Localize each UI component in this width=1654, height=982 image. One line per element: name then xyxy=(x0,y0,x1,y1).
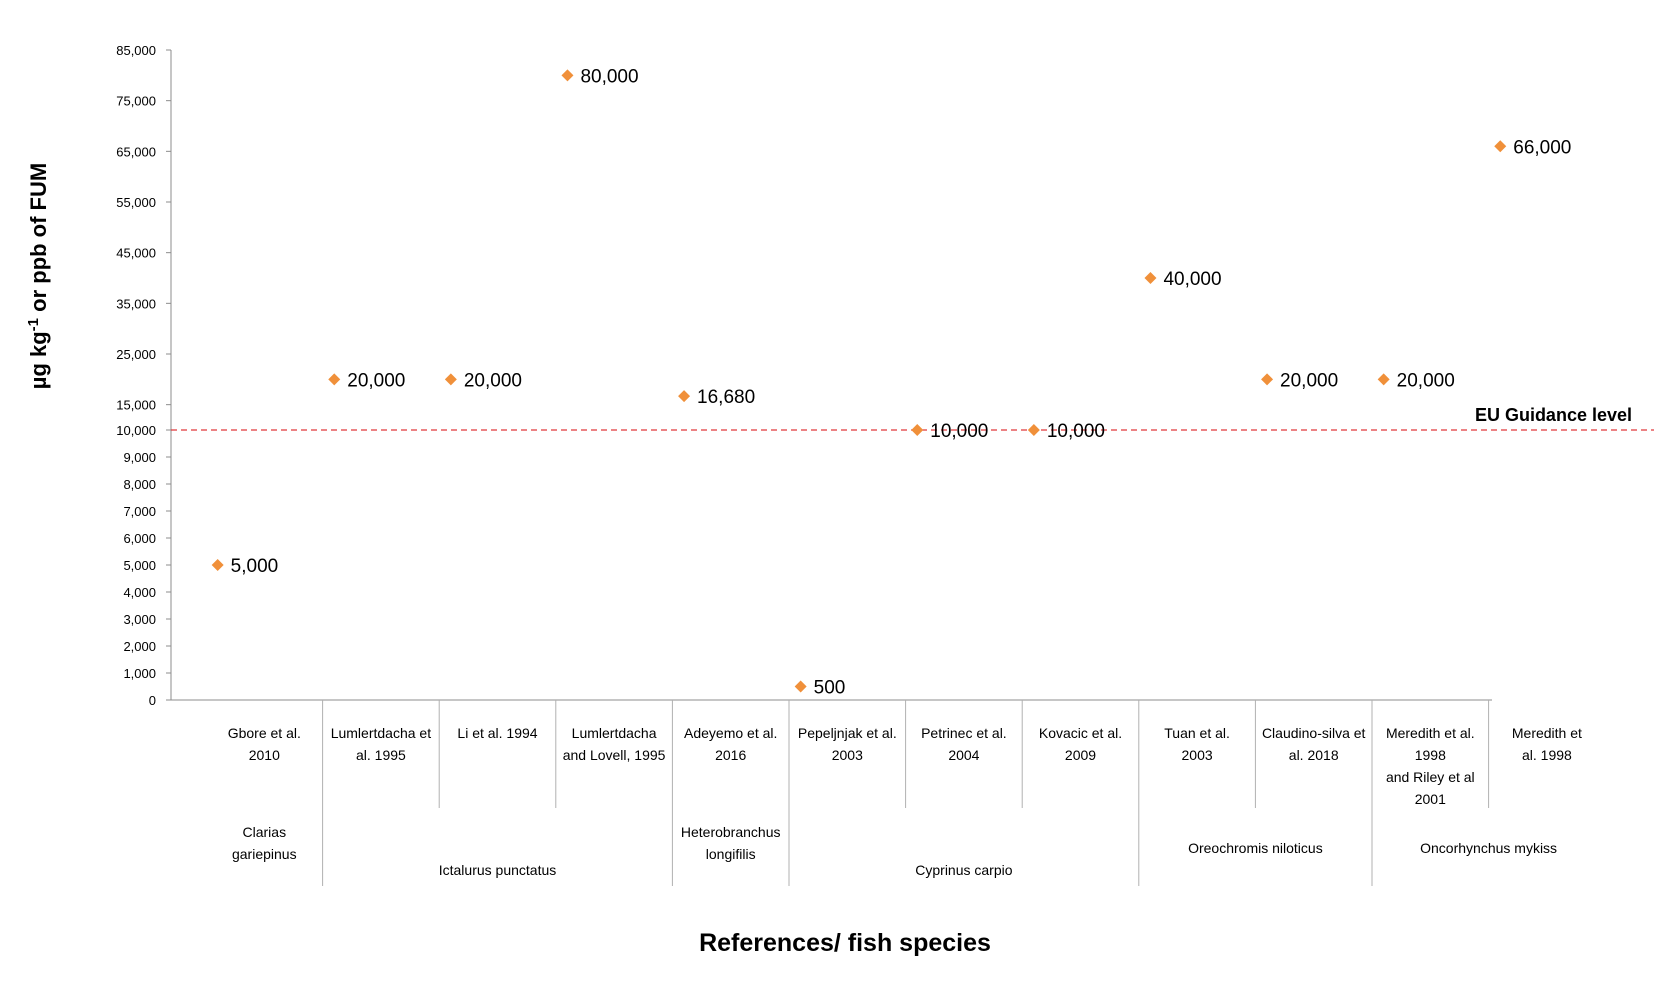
eu-guidance-line-group: EU Guidance level xyxy=(171,405,1654,431)
data-point-label: 10,000 xyxy=(930,421,988,442)
data-points: 5,000 20,000 20,000 80,000 16,680 500 10,000 10… xyxy=(211,66,1571,699)
y-tick-label: 2,000 xyxy=(123,639,156,654)
y-tick-label: 55,000 xyxy=(116,195,156,210)
y-tick-label: 7,000 xyxy=(123,504,156,519)
category-label: Claudino-silva et al. 2018 xyxy=(1262,725,1366,763)
data-point-marker xyxy=(444,373,457,386)
x-axis-title: References/ fish species xyxy=(699,929,991,957)
category-label: Meredith et al. 1998 xyxy=(1512,725,1582,763)
category-label: Adeyemo et al. 2016 xyxy=(684,725,777,763)
data-point-label: 20,000 xyxy=(464,370,522,391)
category-label: Tuan et al. 2003 xyxy=(1164,725,1230,763)
data-point-label: 20,000 xyxy=(347,370,405,391)
data-point-label: 40,000 xyxy=(1163,269,1221,290)
y-tick-label: 1,000 xyxy=(123,666,156,681)
y-tick-label: 4,000 xyxy=(123,585,156,600)
category-label: Petrinec et al. 2004 xyxy=(921,725,1007,763)
data-point-marker xyxy=(1144,272,1157,284)
y-tick-label: 9,000 xyxy=(123,450,156,465)
data-point-label: 20,000 xyxy=(1397,370,1455,391)
species-group-label: Heterobranchus longifilis xyxy=(681,824,781,862)
data-point-marker xyxy=(1494,140,1507,153)
data-point-label: 5,000 xyxy=(231,556,279,577)
y-tick-label: 15,000 xyxy=(116,398,156,413)
eu-guidance-label: EU Guidance level xyxy=(1475,405,1632,425)
data-point-marker xyxy=(1027,424,1040,436)
category-label: Meredith et al. 1998 and Riley et al 2001 xyxy=(1386,725,1475,807)
category-label: Lumlertdacha and Lovell, 1995 xyxy=(563,725,666,763)
species-group-label: Oncorhynchus mykiss xyxy=(1420,840,1557,856)
species-group-label: Cyprinus carpio xyxy=(915,862,1012,878)
data-point-marker xyxy=(911,424,924,436)
y-tick-label: 45,000 xyxy=(116,246,156,261)
y-tick-label: 8,000 xyxy=(123,477,156,492)
category-label: Kovacic et al. 2009 xyxy=(1039,725,1122,763)
y-tick-label: 0 xyxy=(149,693,156,708)
data-point-label: 10,000 xyxy=(1047,421,1105,442)
x-axis: Gbore et al. 2010 Lumlertdacha et al. 1995 L… xyxy=(171,699,1582,886)
category-label: Lumlertdacha et al. 1995 xyxy=(331,725,432,763)
category-label: Li et al. 1994 xyxy=(457,725,537,741)
y-axis-title: µg kg-1 or ppb of FUM xyxy=(25,163,52,389)
y-tick-label: 6,000 xyxy=(123,531,156,546)
y-tick-label: 35,000 xyxy=(116,296,156,311)
y-tick-label: 25,000 xyxy=(116,347,156,362)
species-group-label: Clarias gariepinus xyxy=(232,824,297,862)
data-point-marker xyxy=(211,559,224,571)
y-tick-label: 65,000 xyxy=(116,144,156,159)
y-tick-label: 75,000 xyxy=(116,94,156,109)
y-tick-label: 10,000 xyxy=(116,423,156,438)
species-group-label: Oreochromis niloticus xyxy=(1188,840,1323,856)
data-point-marker xyxy=(328,373,341,386)
data-point-label: 66,000 xyxy=(1513,137,1571,158)
data-point-marker xyxy=(1261,373,1274,386)
data-point-label: 80,000 xyxy=(580,66,638,87)
y-tick-label: 3,000 xyxy=(123,612,156,627)
data-point-label: 20,000 xyxy=(1280,370,1338,391)
y-axis: 0 1,000 2,000 3,000 4,000 5,000 6,000 7,000 8,00… xyxy=(116,43,172,708)
category-label: Pepeljnjak et al. 2003 xyxy=(798,725,897,763)
data-point-marker xyxy=(1377,373,1390,386)
data-point-marker xyxy=(678,390,691,403)
data-point-label: 16,680 xyxy=(697,387,755,408)
species-group-label: Ictalurus punctatus xyxy=(439,862,557,878)
data-point-marker xyxy=(561,69,574,82)
y-tick-label: 5,000 xyxy=(123,558,156,573)
category-label: Gbore et al. 2010 xyxy=(228,725,301,763)
data-point-marker xyxy=(794,680,807,693)
y-tick-label: 85,000 xyxy=(116,43,156,58)
data-point-label: 500 xyxy=(814,678,846,699)
